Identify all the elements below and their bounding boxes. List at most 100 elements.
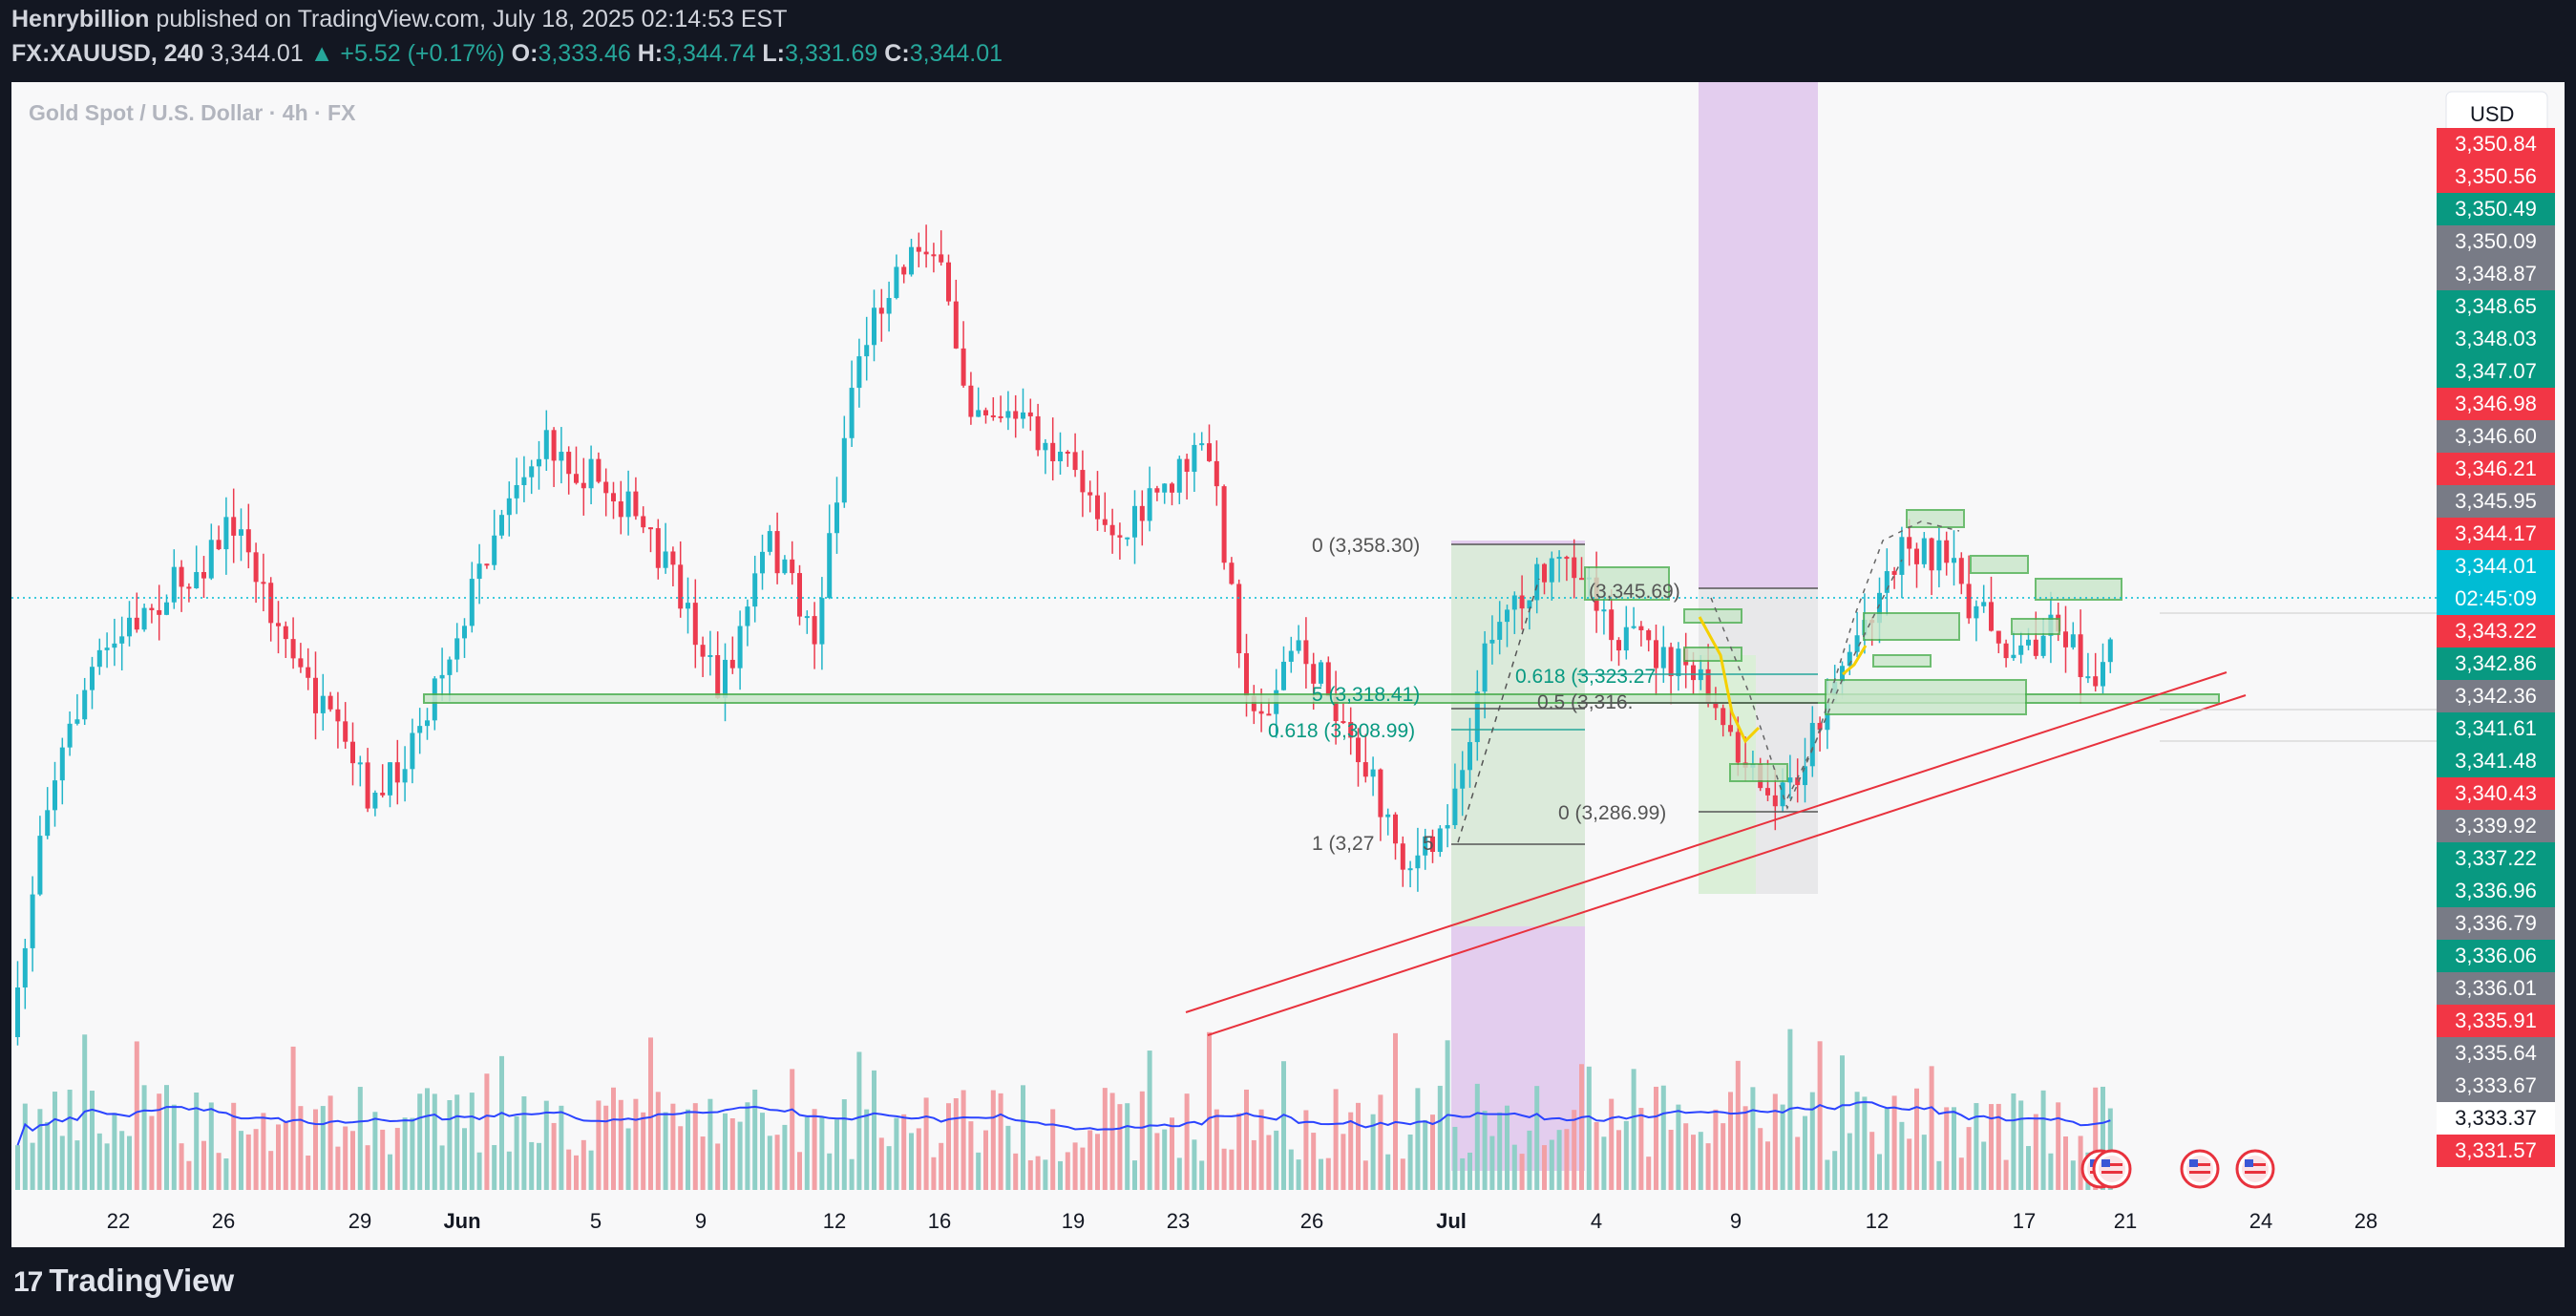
zone-box[interactable] <box>1584 566 1670 601</box>
us-flag-icon[interactable] <box>2092 1149 2132 1189</box>
price-label-bg <box>2437 453 2555 485</box>
us-flag-icon[interactable] <box>2235 1149 2275 1189</box>
candle-body <box>313 677 318 713</box>
candle-body <box>1319 662 1323 684</box>
time-tick-label: 24 <box>2249 1209 2272 1233</box>
candle-body <box>1393 814 1398 844</box>
trendline-lower[interactable] <box>1207 694 2247 1036</box>
candle-body <box>439 674 445 679</box>
candle-body <box>201 572 206 579</box>
drawings-layer <box>11 509 2437 1146</box>
zone-box[interactable] <box>2011 618 2060 635</box>
volume-bar <box>1646 1157 1652 1190</box>
candle-body <box>514 484 519 499</box>
volume-bar <box>723 1113 728 1190</box>
candle-body <box>1713 703 1719 709</box>
volume-bar <box>327 1095 333 1190</box>
volume-bar <box>2033 1114 2038 1190</box>
zone-box[interactable] <box>1683 608 1742 624</box>
zone-box[interactable] <box>1825 679 2027 715</box>
volume-bar <box>1981 1141 1987 1190</box>
volume-bar <box>1698 1132 1703 1190</box>
volume-bar <box>179 1143 184 1190</box>
volume-bar <box>119 1131 125 1190</box>
candle-body <box>1534 563 1540 601</box>
price-label-bg <box>2437 1102 2555 1135</box>
volume-bar <box>1721 1123 1726 1190</box>
candle-body <box>1013 411 1019 419</box>
volume-bar <box>1676 1104 1681 1190</box>
candle-body <box>1958 558 1964 584</box>
price-label-bg <box>2437 615 2555 647</box>
zone-box[interactable] <box>1970 555 2029 574</box>
candle-body <box>1505 609 1510 623</box>
volume-bar <box>1400 1158 1405 1190</box>
volume-bar <box>559 1105 564 1190</box>
candle-body <box>745 606 750 626</box>
candle-body <box>67 723 73 748</box>
candle-body <box>53 780 57 811</box>
price-chart[interactable]: Gold Spot / U.S. Dollar · 4h · FX <box>11 82 2565 1247</box>
trendline-upper[interactable] <box>1185 671 2228 1013</box>
time-tick-label: 5 <box>590 1209 602 1233</box>
volume-bar <box>1430 1114 1435 1190</box>
price-label-bg <box>2437 777 2555 810</box>
volume-bar <box>1385 1154 1391 1190</box>
yellow-path[interactable] <box>1698 616 1761 744</box>
high-label: H: <box>637 40 664 67</box>
support-zone-long[interactable] <box>423 693 2220 704</box>
us-flag-icon[interactable] <box>2180 1149 2220 1189</box>
volume-bar <box>1914 1088 1919 1190</box>
zone-box[interactable] <box>2035 578 2122 601</box>
volume-bar <box>469 1093 475 1190</box>
candle-body <box>1511 595 1517 610</box>
candle-body <box>1474 691 1480 743</box>
time-axis[interactable]: 22 26 29 Jun 5 9 12 16 19 23 26 Jul 4 9 12 17 21 24 28 <box>11 1196 2565 1247</box>
projection-path[interactable] <box>1710 520 1960 811</box>
fib-trend-line[interactable] <box>1457 578 1540 843</box>
yellow-path-2[interactable] <box>1842 645 1868 676</box>
candle-body <box>968 385 974 417</box>
price-axis[interactable]: USD 3,350.84 3,350.56 3,350.49 3,350.09 3,34… <box>2437 82 2565 1196</box>
candle-body <box>1825 702 1830 731</box>
volume-bar <box>171 1104 177 1190</box>
volume-bar <box>1281 1061 1286 1190</box>
volume-bar <box>1660 1085 1666 1190</box>
price-label-text: 02:45:09 <box>2455 586 2537 610</box>
candle-body <box>641 516 646 528</box>
candle-body <box>335 709 341 722</box>
time-tick-label: 22 <box>107 1209 130 1233</box>
zone-box[interactable] <box>1863 612 1960 641</box>
zone-box[interactable] <box>1906 509 1965 528</box>
candle-body <box>394 762 400 783</box>
candle-body <box>1705 669 1711 704</box>
zone-box[interactable] <box>1729 763 1788 782</box>
volume-bar <box>1765 1141 1770 1190</box>
volume-bar <box>729 1118 735 1190</box>
candle-body <box>1356 737 1361 763</box>
candle-body <box>1258 711 1264 714</box>
volume-bar <box>968 1121 974 1190</box>
candle-body <box>90 667 95 690</box>
chart-area[interactable]: Gold Spot / U.S. Dollar · 4h · FX <box>11 82 2565 1247</box>
candle-body <box>1936 540 1942 571</box>
volume-bar <box>45 1121 51 1190</box>
price-label-text: 3,333.67 <box>2455 1073 2537 1097</box>
fib-label-b345: (3,345.69) <box>1589 581 1680 603</box>
time-tick-label: 12 <box>823 1209 846 1233</box>
volume-bar <box>74 1140 80 1190</box>
candle-body <box>454 638 460 660</box>
zone-box[interactable] <box>1872 654 1932 668</box>
volume-bar <box>1877 1154 1882 1190</box>
price-label: 3,342.86 <box>2437 647 2555 680</box>
volume-bar <box>298 1106 304 1190</box>
currency-button-label[interactable]: USD <box>2470 102 2514 126</box>
price-label-text: 3,346.60 <box>2455 424 2537 448</box>
zone-box[interactable] <box>1683 647 1742 662</box>
tradingview-logo[interactable]: 17 TradingView <box>13 1263 234 1299</box>
candle-body <box>1803 766 1807 786</box>
candle-body <box>469 579 475 626</box>
candle-body <box>388 762 392 796</box>
author-name[interactable]: Henrybillion <box>11 6 150 32</box>
volume-bar <box>1460 1157 1466 1190</box>
